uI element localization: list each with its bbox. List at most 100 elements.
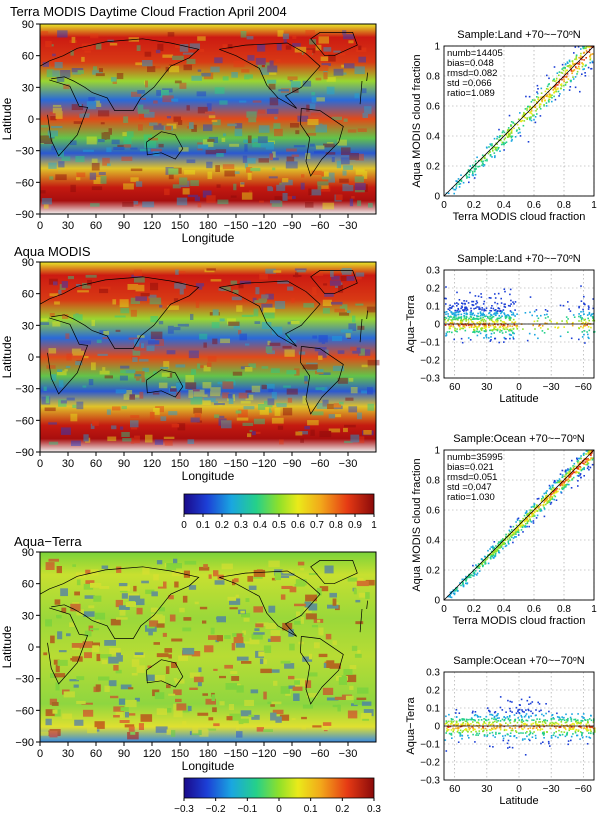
scatter-point — [453, 318, 455, 321]
scatter-point — [568, 726, 571, 729]
scatter-point — [459, 183, 462, 185]
scatter-point — [478, 306, 480, 308]
scatter-point — [492, 728, 494, 730]
scatter-point — [569, 468, 571, 470]
map-cell — [320, 56, 333, 61]
map-cell — [46, 365, 56, 369]
scatter-point — [563, 726, 565, 729]
scatter-point — [541, 495, 544, 498]
scatter-point — [509, 305, 511, 307]
scatter-point — [464, 329, 467, 332]
map-cell — [43, 202, 49, 209]
scatter-point — [460, 337, 463, 340]
map-cell — [130, 177, 139, 182]
scatter-point — [570, 337, 573, 340]
scatter-point — [561, 320, 563, 322]
scatter-point — [497, 310, 499, 312]
scatter-point — [559, 473, 562, 475]
map-title: Terra MODIS Daytime Cloud Fraction April… — [10, 4, 287, 19]
map-cell — [241, 661, 252, 664]
map-cell — [291, 718, 296, 721]
scatter-point — [590, 67, 593, 70]
map-cell — [52, 104, 62, 107]
map-cell — [191, 368, 197, 375]
scatter-point — [475, 303, 477, 305]
map-cell — [127, 284, 139, 290]
map-cell — [308, 105, 314, 108]
scatter-point — [579, 723, 582, 725]
scatter-point — [465, 718, 468, 721]
scatter-point — [491, 316, 493, 318]
scatter-point — [482, 726, 484, 729]
map-cell — [258, 403, 265, 409]
scatter-point — [490, 339, 492, 341]
scatter-point — [570, 79, 572, 82]
map-cell — [120, 370, 126, 374]
scatter-point — [472, 574, 474, 577]
scatter-point — [591, 458, 594, 461]
scatter-point — [560, 482, 563, 485]
map-cell — [261, 65, 265, 68]
map-title: Aqua MODIS — [14, 244, 91, 259]
scatter-point — [505, 544, 508, 547]
map-cell — [112, 406, 121, 411]
scatter-point — [471, 304, 474, 306]
scatter-point — [555, 499, 558, 501]
map-cell — [343, 427, 348, 433]
map-cell — [169, 388, 180, 393]
map-cell — [334, 308, 345, 313]
scatter-point — [523, 111, 525, 114]
scatter-point — [531, 712, 534, 715]
map-cell — [99, 586, 110, 589]
map-cell — [247, 172, 252, 180]
map-ytick-label: −90 — [15, 209, 34, 221]
scatter-point — [527, 105, 529, 108]
scatter-point — [451, 305, 453, 308]
map-cell — [349, 198, 354, 207]
scatter-point — [557, 481, 559, 484]
scatter-point — [483, 734, 486, 736]
scatter-point — [544, 500, 546, 503]
scatter-point — [560, 731, 563, 733]
scatter-point — [563, 731, 566, 733]
map-cell — [349, 665, 357, 670]
scatter-point — [502, 130, 504, 132]
map-cell — [342, 183, 354, 192]
scatter-point — [584, 719, 587, 721]
scatter-point — [503, 321, 505, 323]
map-cell — [234, 129, 243, 137]
scatter-point — [587, 721, 589, 724]
panel-xlabel: Terra MODIS cloud fraction — [453, 615, 586, 627]
scatter-point — [519, 112, 521, 114]
map-cell — [255, 623, 264, 628]
map-title: Aqua−Terra — [14, 534, 82, 549]
scatter-point — [594, 731, 596, 733]
map-cell — [221, 137, 226, 142]
scatter-point — [505, 536, 507, 539]
scatter-point — [539, 103, 541, 105]
scatter-point — [482, 320, 485, 322]
map-cell — [227, 596, 237, 601]
scatter-point — [529, 518, 531, 521]
map-cell — [151, 614, 163, 620]
scatter-point — [491, 731, 494, 734]
map-cell — [179, 82, 187, 89]
map-cell — [217, 381, 224, 385]
scatter-point — [504, 290, 506, 293]
scatter-point — [466, 307, 468, 310]
map-cell — [355, 272, 365, 277]
map-cell — [245, 343, 250, 346]
map-xtick-label: −150 — [224, 220, 249, 232]
scatter-point — [558, 716, 561, 719]
scatter-point — [469, 313, 472, 316]
scatter-point — [543, 332, 546, 334]
map-cell — [267, 65, 278, 73]
scatter-point — [509, 727, 511, 729]
map-cell — [135, 348, 146, 351]
map-cell — [165, 126, 172, 131]
scatter-point — [460, 307, 462, 310]
map-cell — [174, 281, 182, 286]
